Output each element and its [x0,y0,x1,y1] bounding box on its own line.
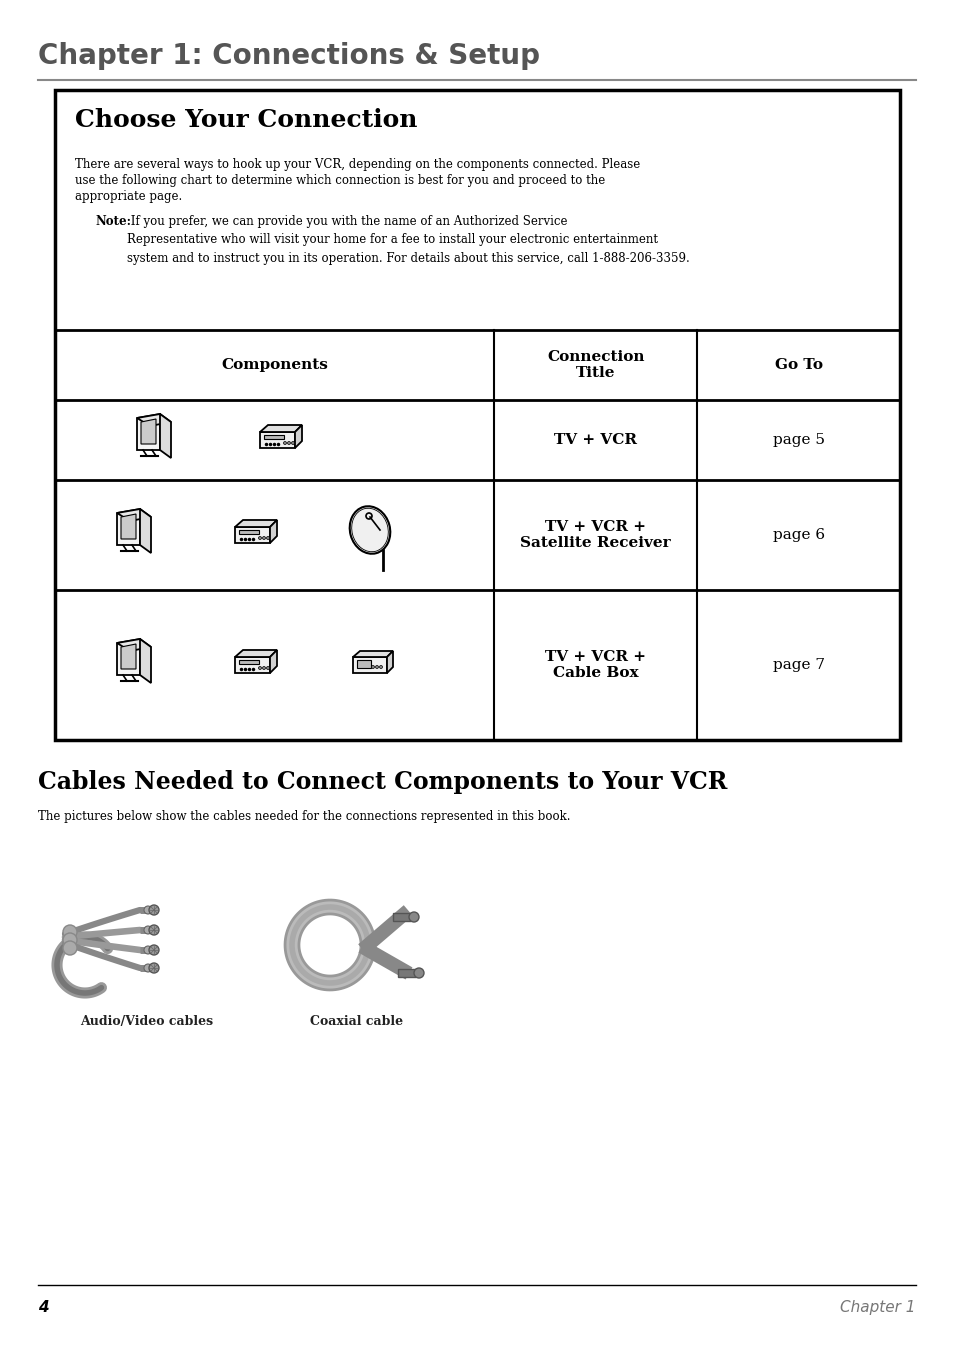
Polygon shape [140,509,151,553]
Circle shape [409,912,418,921]
Polygon shape [117,509,151,521]
Circle shape [266,666,269,670]
Polygon shape [270,650,276,673]
Polygon shape [137,413,160,450]
Text: Chapter 1: Connections & Setup: Chapter 1: Connections & Setup [38,42,539,70]
Text: page 7: page 7 [772,658,823,671]
Circle shape [287,442,291,444]
Text: TV + VCR: TV + VCR [554,434,637,447]
Bar [239,661,258,663]
Polygon shape [270,520,276,543]
Text: Chapter 1: Chapter 1 [840,1300,915,1315]
Bar [393,913,411,921]
Polygon shape [234,650,276,657]
Text: The pictures below show the cables needed for the connections represented in thi: The pictures below show the cables neede… [38,811,570,823]
Polygon shape [117,639,151,651]
Bar [55,91,899,740]
Text: Cables Needed to Connect Components to Your VCR: Cables Needed to Connect Components to Y… [38,770,726,794]
Circle shape [144,907,152,915]
Polygon shape [160,413,171,458]
Text: Choose Your Connection: Choose Your Connection [75,108,417,132]
Text: If you prefer, we can provide you with the name of an Authorized Service
Represe: If you prefer, we can provide you with t… [127,215,689,265]
Polygon shape [294,426,302,449]
Text: appropriate page.: appropriate page. [75,190,182,203]
Polygon shape [234,520,276,527]
Circle shape [266,536,269,539]
Circle shape [283,442,286,444]
Polygon shape [140,639,151,684]
Text: 4: 4 [38,1300,49,1315]
Circle shape [375,666,378,669]
Polygon shape [353,651,393,657]
Polygon shape [260,426,302,432]
Circle shape [63,942,77,955]
Ellipse shape [350,507,390,554]
Circle shape [292,442,294,444]
Circle shape [149,963,159,973]
Polygon shape [260,432,294,449]
Polygon shape [117,639,140,676]
Circle shape [262,666,265,670]
Text: There are several ways to hook up your VCR, depending on the components connecte: There are several ways to hook up your V… [75,158,639,172]
Polygon shape [234,527,270,543]
Polygon shape [234,657,270,673]
Circle shape [262,536,265,539]
Bar [397,969,416,977]
Text: Components: Components [221,358,328,372]
Polygon shape [353,657,387,673]
Circle shape [144,946,152,954]
Polygon shape [137,413,171,426]
Polygon shape [141,419,156,444]
Bar [239,530,258,534]
Text: TV + VCR +
Cable Box: TV + VCR + Cable Box [545,650,645,680]
Text: Audio/Video cables: Audio/Video cables [80,1015,213,1028]
Circle shape [258,536,261,539]
Text: TV + VCR +
Satellite Receiver: TV + VCR + Satellite Receiver [520,520,670,550]
Text: page 5: page 5 [772,434,823,447]
Text: Note:: Note: [95,215,131,228]
Circle shape [379,666,382,669]
Text: Connection
Title: Connection Title [546,350,644,380]
Circle shape [414,969,423,978]
Circle shape [149,925,159,935]
Polygon shape [117,509,140,544]
Bar [356,661,371,667]
Text: use the following chart to determine which connection is best for you and procee: use the following chart to determine whi… [75,174,604,186]
Circle shape [149,944,159,955]
Bar [264,435,284,439]
Circle shape [371,666,375,669]
Circle shape [144,965,152,971]
Circle shape [149,905,159,915]
Text: Coaxial cable: Coaxial cable [310,1015,403,1028]
Text: page 6: page 6 [772,528,823,542]
Polygon shape [387,651,393,673]
Circle shape [258,666,261,670]
Circle shape [63,934,77,947]
Polygon shape [121,644,136,669]
Polygon shape [121,513,136,539]
Circle shape [144,925,152,934]
Text: Go To: Go To [774,358,821,372]
Circle shape [63,925,77,939]
